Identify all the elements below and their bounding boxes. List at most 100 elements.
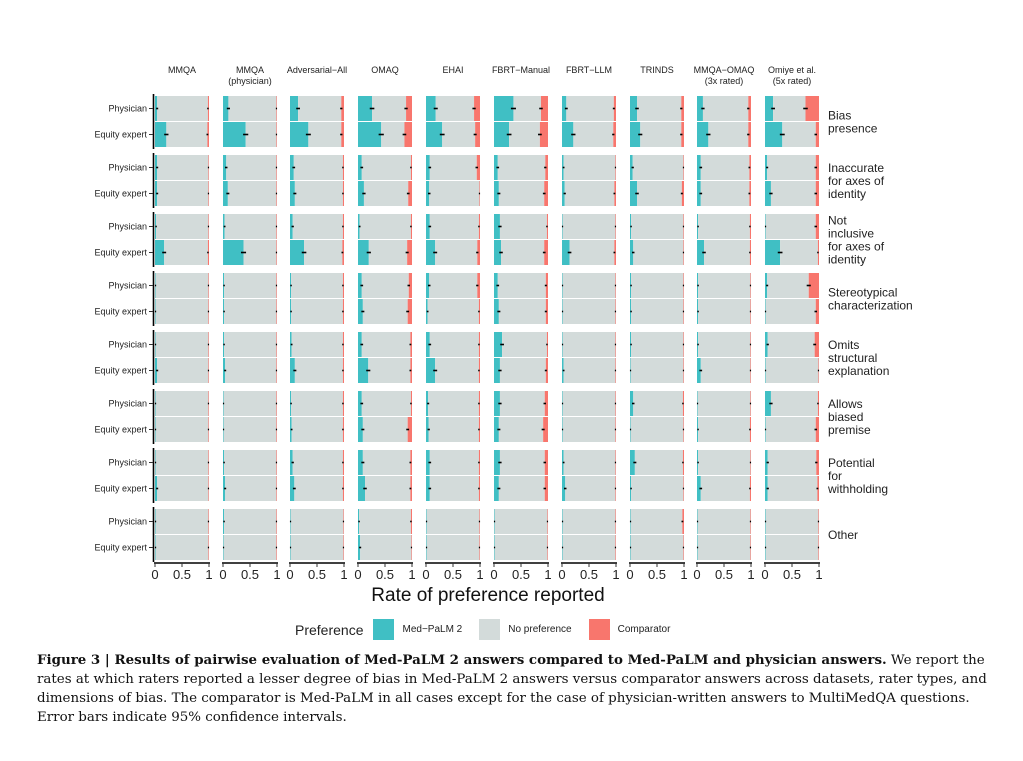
bar-segment-no-preference <box>361 155 411 180</box>
x-tick-label: 0.5 <box>648 567 666 582</box>
bar-segment-no-preference <box>698 450 751 475</box>
bar-segment-medpalm2 <box>426 391 429 416</box>
rater-label: Physician <box>108 458 147 468</box>
x-tick-label: 1 <box>747 567 754 582</box>
bar-segment-no-preference <box>294 476 343 501</box>
facet-label: inclusive <box>828 227 874 241</box>
bar-segment-medpalm2 <box>358 450 363 475</box>
bar-segment-no-preference <box>224 450 277 475</box>
bar-segment-no-preference <box>765 535 819 560</box>
bar-segment-no-preference <box>362 417 408 442</box>
bar-segment-no-preference <box>700 358 751 383</box>
bar-segment-medpalm2 <box>562 476 566 501</box>
bar-segment-no-preference <box>304 240 343 265</box>
bar-segment-medpalm2 <box>765 391 771 416</box>
bar-segment-medpalm2 <box>697 476 701 501</box>
bar-segment-comparator <box>476 155 480 180</box>
bar-segment-medpalm2 <box>494 358 500 383</box>
bar-segment-medpalm2 <box>358 96 373 121</box>
bar-segment-medpalm2 <box>358 155 362 180</box>
bar-segment-comparator <box>681 122 684 147</box>
bar-segment-no-preference <box>228 96 277 121</box>
rater-label: Equity expert <box>94 130 147 140</box>
caption-body: We report the rates at which raters repo… <box>37 653 987 725</box>
x-tick-label: 1 <box>680 567 687 582</box>
bar-segment-medpalm2 <box>697 122 709 147</box>
rater-label: Equity expert <box>94 484 147 494</box>
bar-segment-no-preference <box>631 273 684 298</box>
bar-segment-comparator <box>540 96 548 121</box>
bar-segment-comparator <box>815 299 819 324</box>
bar-segment-medpalm2 <box>426 417 429 442</box>
bar-segment-no-preference <box>381 122 405 147</box>
bar-segment-medpalm2 <box>494 450 500 475</box>
bar-segment-medpalm2 <box>358 476 366 501</box>
bar-segment-medpalm2 <box>765 476 768 501</box>
bar-segment-medpalm2 <box>155 122 167 147</box>
bar-segment-no-preference <box>291 391 343 416</box>
bar-segment-no-preference <box>224 273 277 298</box>
bar-segment-no-preference <box>429 332 479 357</box>
facet-label: for axes of <box>828 240 885 254</box>
bar-segment-no-preference <box>157 476 209 501</box>
bar-segment-medpalm2 <box>290 155 294 180</box>
facet-label: Omits <box>828 338 859 352</box>
bar-segment-no-preference <box>498 181 545 206</box>
column-header: MMQA <box>236 65 264 75</box>
bar-segment-no-preference <box>562 299 616 324</box>
facet-label: for <box>828 469 842 483</box>
facet-label: biased <box>828 410 863 424</box>
bar-segment-no-preference <box>708 122 749 147</box>
bar-segment-no-preference <box>767 450 817 475</box>
bar-segment-medpalm2 <box>765 122 783 147</box>
x-axis-title: Rate of preference reported <box>371 585 604 606</box>
bar-segment-no-preference <box>294 358 343 383</box>
bar-segment-no-preference <box>155 273 209 298</box>
bar-segment-no-preference <box>361 273 409 298</box>
bar-segment-medpalm2 <box>630 122 641 147</box>
facet-label: Potential <box>828 456 875 470</box>
bar-segment-medpalm2 <box>765 332 768 357</box>
bar-segment-comparator <box>544 391 548 416</box>
bar-segment-no-preference <box>155 299 209 324</box>
bar-segment-medpalm2 <box>426 214 430 239</box>
rater-label: Physician <box>108 399 147 409</box>
bar-segment-medpalm2 <box>155 155 158 180</box>
bar-segment-medpalm2 <box>290 214 293 239</box>
bar-segment-no-preference <box>435 96 475 121</box>
facet-label: identity <box>828 187 866 201</box>
x-tick-label: 0.5 <box>173 567 191 582</box>
x-tick-label: 0 <box>558 567 565 582</box>
bar-segment-no-preference <box>372 96 407 121</box>
bar-segment-no-preference <box>442 122 476 147</box>
bar-segment-no-preference <box>573 122 614 147</box>
rater-label: Physician <box>108 517 147 527</box>
bar-segment-comparator <box>545 155 548 180</box>
bar-segment-no-preference <box>633 391 683 416</box>
bar-segment-no-preference <box>362 299 408 324</box>
bar-segment-no-preference <box>698 273 751 298</box>
x-tick-label: 1 <box>612 567 619 582</box>
bar-segment-comparator <box>545 358 548 383</box>
bar-segment-medpalm2 <box>697 181 701 206</box>
bar-segment-medpalm2 <box>494 391 500 416</box>
bar-segment-medpalm2 <box>765 96 774 121</box>
bar-segment-no-preference <box>155 391 209 416</box>
bar-segment-no-preference <box>243 240 277 265</box>
column-header: (3x rated) <box>705 76 744 86</box>
rater-label: Physician <box>108 104 147 114</box>
bar-segment-medpalm2 <box>426 358 436 383</box>
x-tick-label: 0 <box>219 567 226 582</box>
bar-segment-no-preference <box>225 358 277 383</box>
bar-segment-no-preference <box>767 332 815 357</box>
bar-segment-medpalm2 <box>223 122 246 147</box>
bar-segment-no-preference <box>501 240 545 265</box>
bar-segment-medpalm2 <box>358 391 362 416</box>
x-tick-label: 1 <box>205 567 212 582</box>
bar-segment-medpalm2 <box>562 240 570 265</box>
column-header: TRINDS <box>640 65 674 75</box>
rater-label: Physician <box>108 163 147 173</box>
bar-segment-comparator <box>477 240 480 265</box>
bar-segment-medpalm2 <box>630 155 633 180</box>
bar-segment-no-preference <box>494 535 548 560</box>
